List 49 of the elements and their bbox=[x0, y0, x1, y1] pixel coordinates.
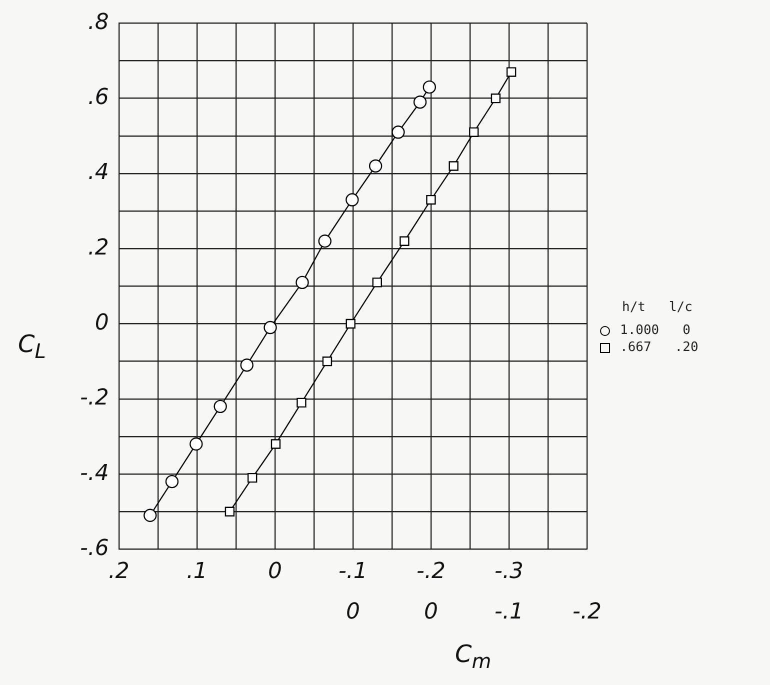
y-axis-title: C$_{L}$ bbox=[18, 330, 46, 363]
y-tick-label: .8 bbox=[88, 10, 109, 35]
y-tick-label: .2 bbox=[88, 235, 109, 260]
point bbox=[426, 194, 436, 205]
point bbox=[469, 127, 479, 137]
point bbox=[224, 506, 235, 516]
x2-tick-label: -.1 bbox=[494, 600, 524, 625]
x-tick-label: .1 bbox=[186, 559, 208, 584]
y-tick-label: -.6 bbox=[80, 536, 109, 561]
point bbox=[318, 234, 332, 248]
x-tick-label: -.3 bbox=[494, 559, 524, 584]
x-tick-label: -.2 bbox=[416, 559, 446, 584]
y-tick-label: -.4 bbox=[80, 460, 109, 486]
y-tick-label: -.2 bbox=[80, 386, 109, 411]
point bbox=[392, 126, 405, 139]
y-tick-label: .4 bbox=[88, 160, 109, 186]
point bbox=[448, 161, 458, 171]
point bbox=[400, 236, 410, 246]
legend-label: .667 .20 bbox=[620, 340, 698, 355]
point bbox=[346, 193, 359, 206]
point bbox=[296, 276, 309, 290]
x2-tick-label: 0 bbox=[424, 600, 438, 625]
legend-title: h/t l/c bbox=[622, 300, 694, 315]
x2-tick-label: -.2 bbox=[572, 600, 602, 625]
point bbox=[190, 437, 203, 451]
y-tick-label: 0 bbox=[94, 310, 109, 336]
point bbox=[264, 320, 277, 334]
point bbox=[144, 508, 157, 522]
point bbox=[322, 356, 332, 366]
point bbox=[368, 159, 382, 173]
y-tick-label: .6 bbox=[88, 85, 109, 110]
point bbox=[372, 278, 382, 288]
point bbox=[270, 439, 281, 449]
legend-label: 1.000 0 bbox=[620, 323, 690, 338]
point bbox=[214, 400, 227, 414]
x-axis-title: C$_{m}$ bbox=[455, 640, 492, 673]
point bbox=[346, 318, 356, 329]
point bbox=[240, 358, 254, 372]
point bbox=[413, 96, 427, 109]
point bbox=[296, 398, 306, 408]
point bbox=[490, 94, 501, 104]
point bbox=[506, 67, 516, 77]
point bbox=[422, 80, 436, 94]
x2-tick-label: 0 bbox=[346, 600, 360, 625]
point bbox=[165, 474, 179, 488]
x-tick-label: 0 bbox=[268, 559, 282, 584]
point bbox=[247, 472, 258, 483]
x-tick-label: .2 bbox=[108, 559, 130, 584]
x-tick-label: -.1 bbox=[338, 559, 368, 584]
